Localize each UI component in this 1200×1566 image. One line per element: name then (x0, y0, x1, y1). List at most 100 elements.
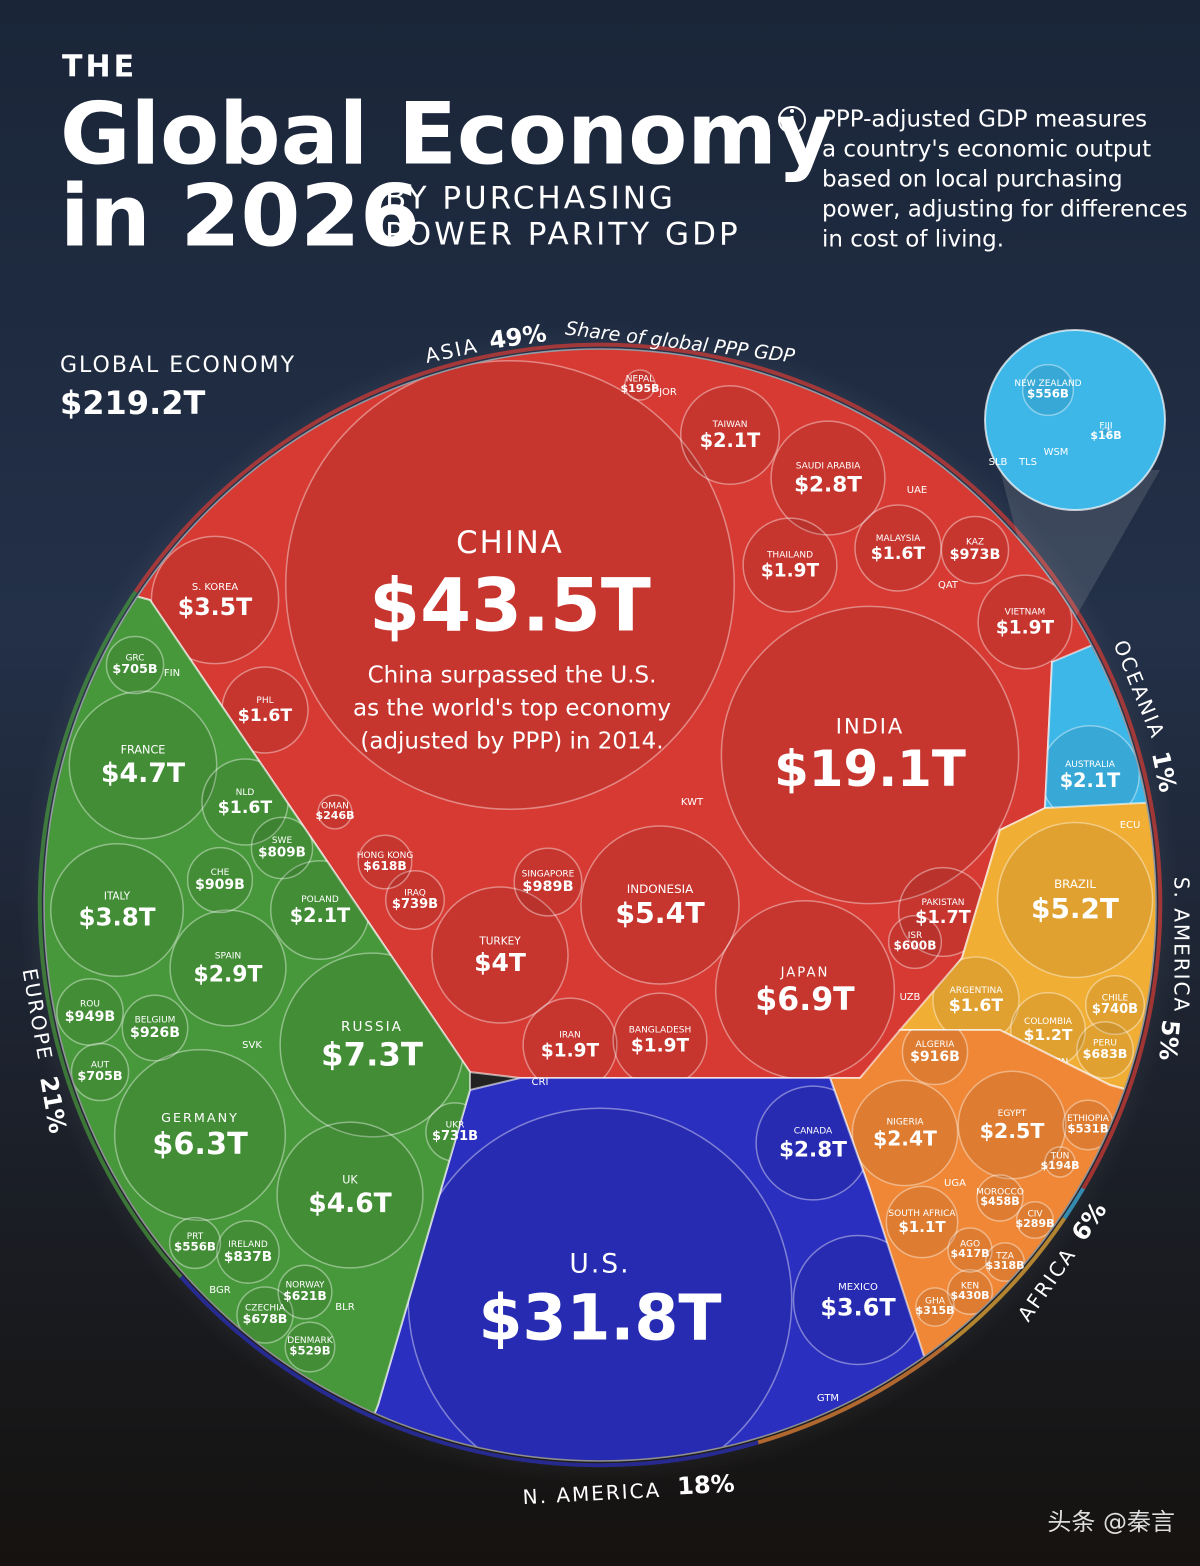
country-name: SWE (272, 836, 293, 846)
country-cell (1085, 975, 1145, 1035)
info-icon-dot (790, 109, 794, 113)
country-cell (679, 384, 781, 486)
region-cells (1021, 363, 1141, 820)
value-label: $1.2T (1024, 1026, 1073, 1044)
info-icon-stem (790, 116, 794, 128)
country-name: TZA (995, 1251, 1015, 1261)
country-cell (742, 517, 838, 613)
country-name: NLD (236, 788, 255, 798)
value-label: $731B (432, 1129, 478, 1144)
value-label: $1.6T (238, 706, 293, 726)
value-label: $3.8T (78, 903, 155, 932)
info-icon (778, 106, 806, 134)
country-name: RUSSIA (341, 1019, 403, 1035)
country-name: ECU (1120, 820, 1141, 831)
country-name: UZB (900, 992, 921, 1003)
region-share: 18% (677, 1470, 736, 1501)
value-label: $916B (910, 1049, 960, 1065)
country-name: NEPAL (626, 374, 654, 384)
value-label: $973B (950, 547, 1001, 563)
country-cell (68, 690, 218, 840)
total-name: GLOBAL ECONOMY (60, 353, 296, 378)
subtitle-line: BY PURCHASING (385, 181, 676, 217)
country-name: UKR (446, 1120, 465, 1130)
total-label: $219.2T (60, 384, 205, 422)
country-name: IRELAND (228, 1240, 268, 1250)
value-label: $621B (283, 1289, 327, 1303)
country-cell (977, 574, 1073, 670)
value-label: $1.9T (631, 1035, 690, 1056)
country-name: ARGENTINA (950, 986, 1004, 996)
country-cell (851, 1079, 959, 1187)
country-cell (720, 605, 1020, 905)
country-cell (854, 504, 942, 592)
country-cell (357, 834, 413, 890)
country-cell (1015, 1200, 1055, 1240)
value-label: $1.6T (949, 996, 1004, 1016)
country-name: COLOMBIA (1024, 1017, 1073, 1027)
country-name: PHL (256, 696, 273, 706)
country-cell (1044, 1146, 1076, 1178)
value-label: $4.7T (101, 758, 186, 789)
country-name: CHINA (456, 525, 564, 561)
value-label: $5.4T (615, 897, 705, 930)
country-cell (277, 1264, 333, 1320)
value-label: $2.1T (290, 904, 350, 927)
country-cell (940, 515, 1010, 585)
value-label: $2.9T (194, 963, 263, 988)
country-name: JOR (658, 387, 677, 398)
country-cell (885, 1185, 959, 1259)
value-label: $705B (77, 1069, 122, 1084)
value-label: $19.1T (774, 740, 966, 798)
value-label: $430B (951, 1289, 990, 1302)
country-cell (887, 914, 943, 970)
china-note: (adjusted by PPP) in 2014. (360, 729, 663, 755)
value-label: $683B (1083, 1046, 1128, 1061)
country-cell (1021, 363, 1075, 417)
value-label: $318B (986, 1259, 1025, 1272)
country-name: AUSTRALIA (1065, 760, 1116, 770)
info-line: a country's economic output (822, 137, 1151, 163)
country-name: WSM (1044, 447, 1069, 458)
country-name: CRI (532, 1077, 549, 1088)
value-label: $989B (522, 879, 573, 895)
country-name: U.S. (569, 1249, 630, 1280)
country-name: KAZ (966, 538, 984, 548)
country-name: NORWAY (285, 1281, 325, 1291)
country-cell (976, 1174, 1024, 1222)
country-cell (1076, 1021, 1134, 1079)
value-label: $909B (195, 877, 245, 893)
value-label: $1.9T (761, 560, 820, 581)
share-arc (179, 1275, 759, 1468)
country-cell (169, 909, 287, 1027)
country-name: BANGLADESH (629, 1025, 692, 1035)
value-label: $2.1T (700, 429, 760, 452)
country-name: TUN (1050, 1151, 1070, 1161)
country-cell (56, 978, 124, 1046)
share-arc (943, 1217, 1067, 1349)
country-name: TURKEY (478, 935, 521, 947)
country-name: EGYPT (998, 1109, 1027, 1119)
country-name: SINGAPORE (522, 870, 575, 880)
country-name: SOUTH AFRICA (888, 1209, 956, 1219)
value-label: $837B (224, 1249, 272, 1265)
country-cell (285, 360, 735, 810)
share-arc (757, 1344, 947, 1445)
country-name: ITALY (104, 891, 131, 903)
country-name: IRAQ (404, 888, 426, 898)
country-name: IRAN (559, 1030, 580, 1040)
value-label: $315B (916, 1304, 955, 1317)
country-cell (612, 992, 708, 1078)
country-name: BELGIUM (135, 1016, 176, 1026)
kicker: THE (62, 50, 137, 85)
value-label: $3.5T (178, 593, 252, 621)
value-label: $1.1T (898, 1218, 946, 1236)
country-name: FRANCE (121, 743, 166, 756)
value-label: $7.3T (321, 1035, 423, 1073)
title-line: Global Economy (60, 84, 833, 184)
country-name: FIJI (1099, 421, 1112, 431)
country-cell (513, 847, 583, 917)
country-name: DENMARK (287, 1336, 334, 1346)
value-label: $1.7T (915, 908, 971, 928)
